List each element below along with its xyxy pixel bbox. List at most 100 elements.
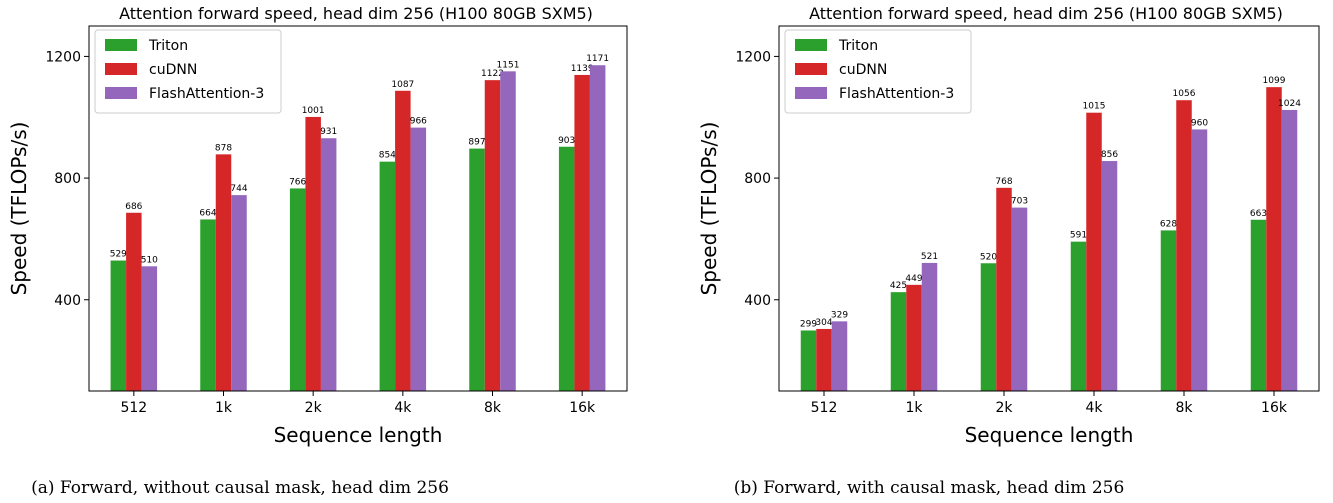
bar-flashattention-3-4k — [1101, 161, 1118, 391]
y-axis-label: Speed (TFLOPs/s) — [697, 122, 721, 296]
bar-cudnn-512 — [126, 212, 142, 391]
bar-flashattention-3-1k — [921, 262, 938, 391]
legend-label: cuDNN — [839, 62, 887, 78]
x-axis-label: Sequence length — [274, 423, 443, 447]
plot-frame — [88, 25, 628, 392]
x-tick-label: 1k — [905, 400, 923, 416]
data-label: 663 — [1250, 209, 1267, 219]
bar-flashattention-3-16k — [589, 65, 606, 392]
x-tick-label: 4k — [394, 400, 412, 416]
x-tick-label: 16k — [1261, 400, 1288, 416]
y-tick-label: 800 — [54, 171, 81, 187]
plot-frame — [778, 25, 1320, 392]
bar-cudnn-16k — [1266, 87, 1282, 391]
bar-cudnn-16k — [574, 74, 590, 392]
data-label: 766 — [289, 177, 306, 187]
bar-flashattention-3-512 — [831, 321, 848, 391]
data-label: 856 — [1101, 150, 1118, 160]
data-label: 903 — [558, 136, 575, 146]
figure-caption: (b) Forward, with causal mask, head dim … — [734, 478, 1125, 498]
bar-cudnn-1k — [906, 284, 922, 391]
chart-panel-b: Attention forward speed, head dim 256 (H… — [697, 4, 1320, 498]
data-label: 1024 — [1278, 99, 1301, 109]
data-label: 521 — [921, 252, 938, 262]
data-label: 510 — [141, 255, 158, 265]
data-label: 529 — [110, 250, 127, 260]
data-label: 854 — [379, 151, 396, 161]
y-tick-label: 1200 — [735, 49, 771, 65]
x-tick-label: 2k — [305, 400, 323, 416]
bar-cudnn-2k — [305, 116, 321, 391]
data-label: 449 — [905, 274, 922, 284]
legend-label: Triton — [838, 38, 878, 54]
data-label: 686 — [125, 202, 142, 212]
bar-triton-1k — [890, 292, 907, 391]
bar-triton-8k — [469, 148, 485, 391]
data-label: 1056 — [1173, 89, 1196, 99]
legend-label: cuDNN — [149, 62, 197, 78]
data-label: 703 — [1011, 197, 1028, 207]
figure-caption: (a) Forward, without causal mask, head d… — [31, 478, 449, 498]
data-label: 897 — [468, 138, 485, 148]
data-label: 329 — [831, 310, 848, 320]
legend-label: FlashAttention-3 — [149, 86, 264, 102]
legend-box — [784, 29, 972, 114]
bar-flashattention-3-8k — [500, 71, 516, 391]
data-label: 931 — [320, 127, 337, 137]
bar-cudnn-512 — [816, 328, 832, 391]
data-label: 425 — [890, 281, 907, 291]
data-label: 966 — [410, 117, 427, 127]
x-tick-label: 2k — [995, 400, 1013, 416]
data-label: 299 — [800, 319, 817, 329]
bar-flashattention-3-16k — [1281, 109, 1298, 391]
x-axis-label: Sequence length — [965, 423, 1134, 447]
bar-flashattention-3-2k — [1011, 207, 1028, 391]
bar-cudnn-4k — [395, 90, 411, 391]
bar-cudnn-8k — [484, 80, 501, 392]
legend-label: FlashAttention-3 — [839, 86, 954, 102]
legend-swatch — [795, 63, 827, 75]
data-label: 1099 — [1263, 76, 1286, 86]
data-label: 960 — [1191, 118, 1208, 128]
x-tick-label: 16k — [569, 400, 596, 416]
y-tick-label: 800 — [744, 171, 771, 187]
y-tick-label: 400 — [54, 293, 81, 309]
bar-triton-4k — [379, 161, 396, 391]
bar-cudnn-8k — [1176, 100, 1192, 391]
x-tick-label: 512 — [811, 400, 838, 416]
bar-triton-16k — [558, 146, 575, 391]
y-tick-label: 400 — [744, 293, 771, 309]
data-label: 591 — [1070, 231, 1087, 241]
data-label: 1001 — [302, 106, 325, 116]
chart-panel-a: Attention forward speed, head dim 256 (H… — [7, 4, 628, 498]
y-tick-label: 1200 — [45, 49, 81, 65]
y-axis-label: Speed (TFLOPs/s) — [7, 122, 31, 296]
bar-triton-4k — [1070, 241, 1087, 391]
data-label: 1087 — [391, 80, 414, 90]
bar-cudnn-1k — [215, 154, 232, 391]
data-label: 1122 — [481, 69, 504, 79]
data-label: 878 — [215, 143, 232, 153]
x-tick-label: 1k — [215, 400, 233, 416]
x-tick-label: 4k — [1085, 400, 1103, 416]
bar-triton-16k — [1250, 219, 1267, 391]
legend-swatch — [105, 63, 137, 75]
data-label: 768 — [995, 177, 1012, 187]
data-label: 1151 — [497, 60, 520, 70]
bar-triton-2k — [289, 188, 306, 391]
bar-triton-2k — [980, 263, 997, 391]
legend-swatch — [795, 39, 827, 51]
chart-title: Attention forward speed, head dim 256 (H… — [119, 4, 593, 23]
data-label: 1139 — [571, 64, 594, 74]
x-tick-label: 8k — [1175, 400, 1193, 416]
data-label: 1171 — [586, 54, 609, 64]
data-label: 664 — [199, 208, 216, 218]
bar-flashattention-3-4k — [410, 127, 427, 391]
chart-title: Attention forward speed, head dim 256 (H… — [809, 4, 1283, 23]
data-label: 304 — [815, 318, 832, 328]
data-label: 744 — [230, 184, 247, 194]
legend-swatch — [795, 87, 827, 99]
data-label: 1015 — [1083, 102, 1106, 112]
x-tick-label: 512 — [120, 400, 147, 416]
legend-swatch — [105, 39, 137, 51]
